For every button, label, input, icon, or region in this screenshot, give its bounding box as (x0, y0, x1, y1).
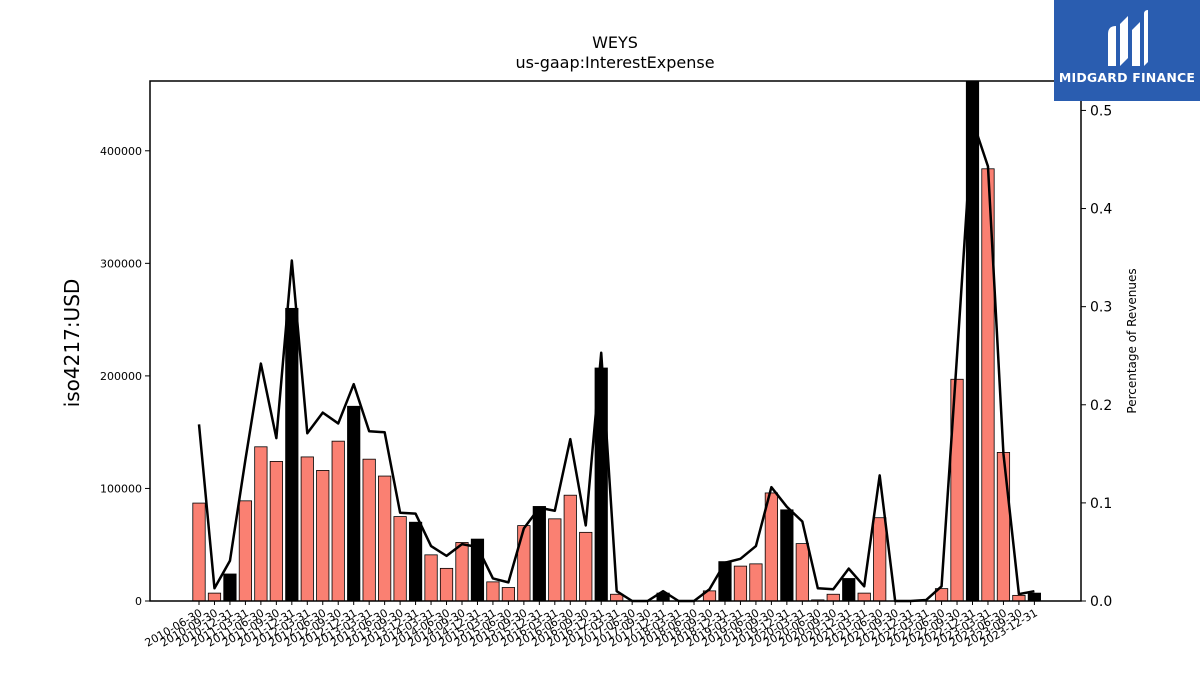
y-right-tick-label: 0.4 (1090, 202, 1112, 218)
bar (300, 456, 314, 602)
y-tick-label: 200000 (100, 370, 142, 383)
bar-series (192, 80, 1041, 602)
bar (285, 307, 299, 602)
y-axis-right-label: Percentage of Revenues (1125, 268, 1139, 413)
midgard-finance-logo: MIDGARD FINANCE (1054, 0, 1200, 101)
bar (269, 461, 283, 602)
bar (548, 518, 562, 602)
y-tick-label: 400000 (100, 145, 142, 158)
axes: 0 100000 200000 300000 400000 0.0 0.1 0.2 0.3 0.4… (100, 80, 1112, 650)
bar (223, 573, 237, 602)
y-right-tick-label: 0.0 (1090, 594, 1112, 610)
bar (795, 543, 809, 602)
y-tick-label: 0 (135, 595, 142, 608)
chart-subtitle: us-gaap:InterestExpense (515, 53, 714, 72)
bar (780, 509, 794, 602)
bar (408, 521, 423, 602)
bar (501, 587, 516, 602)
bar (316, 470, 330, 602)
bar (393, 516, 407, 602)
bar (1012, 594, 1026, 602)
y-tick-label: 100000 (100, 482, 142, 495)
logo-mark-icon (1108, 10, 1148, 66)
bar (842, 578, 856, 602)
bar (718, 561, 732, 602)
bar (563, 494, 577, 602)
bar (455, 542, 469, 602)
bar (1027, 592, 1041, 602)
bar (749, 563, 763, 602)
bar (996, 452, 1011, 602)
y-right-tick-label: 0.5 (1090, 103, 1112, 119)
y-axis-label: iso4217:USD (60, 279, 84, 408)
bar (424, 554, 438, 602)
bar (764, 492, 778, 602)
bar (826, 593, 840, 602)
bar (965, 80, 980, 602)
bar (532, 506, 546, 602)
bar (362, 458, 376, 602)
bar (207, 592, 222, 602)
y-right-tick-label: 0.2 (1090, 398, 1112, 414)
y-right-tick-label: 0.1 (1090, 496, 1112, 512)
bar (439, 567, 454, 602)
logo-text: MIDGARD FINANCE (1058, 70, 1196, 85)
bar (873, 517, 887, 602)
bar (579, 531, 593, 602)
bar (517, 525, 531, 602)
y-right-tick-label: 0.3 (1090, 300, 1112, 316)
y-tick-label: 300000 (100, 257, 142, 270)
bar (192, 502, 206, 602)
plot-frame (149, 80, 1082, 602)
bar (486, 581, 500, 602)
bar (733, 565, 748, 602)
chart-title: WEYS (592, 33, 638, 52)
bar (254, 446, 268, 602)
bar (857, 592, 871, 602)
bar (331, 440, 345, 602)
bar (238, 500, 253, 602)
bar (378, 475, 392, 602)
bar (347, 405, 361, 602)
